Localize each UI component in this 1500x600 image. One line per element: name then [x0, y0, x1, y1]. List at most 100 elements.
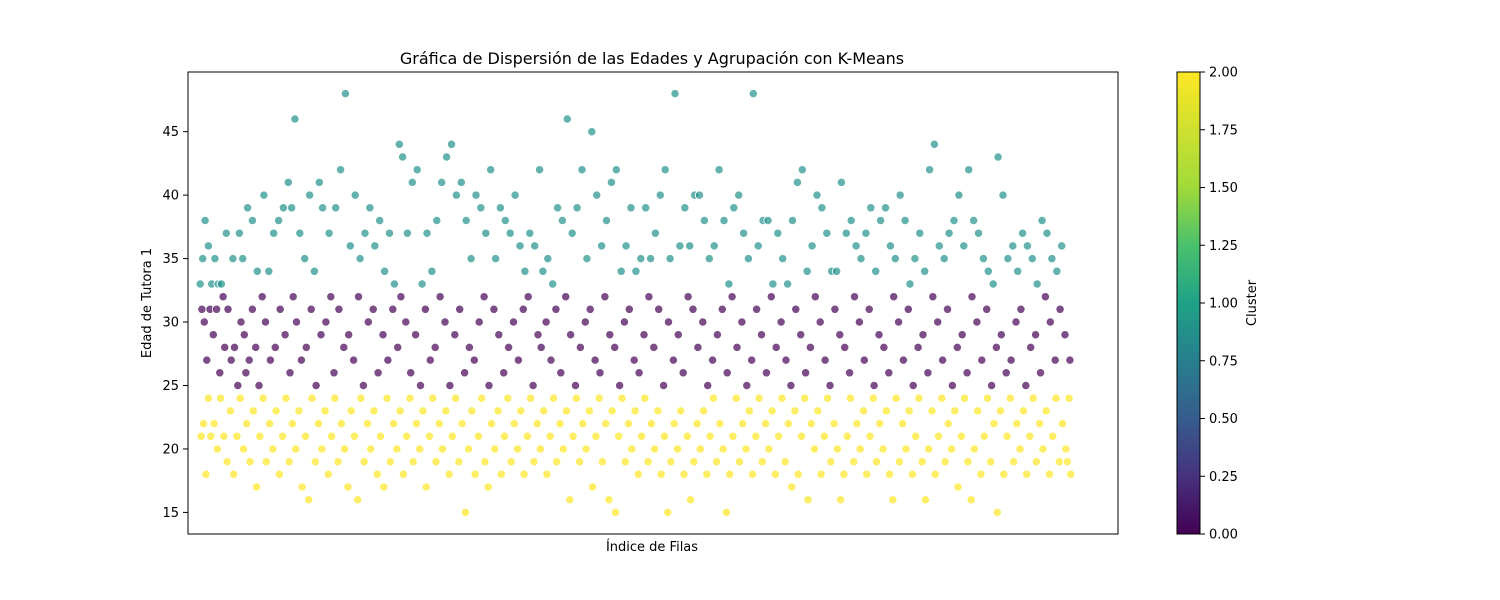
scatter-point-cluster-0 — [991, 342, 1002, 353]
scatter-point-cluster-1 — [412, 165, 422, 175]
scatter-point-cluster-1 — [234, 228, 245, 238]
scatter-point-cluster-2 — [375, 431, 386, 441]
scatter-point-cluster-0 — [796, 330, 806, 340]
scatter-point-cluster-2 — [999, 469, 1009, 479]
scatter-point-cluster-2 — [264, 418, 275, 429]
scatter-point-cluster-2 — [796, 431, 807, 441]
scatter-point-cluster-2 — [649, 444, 660, 454]
scatter-point-cluster-1 — [200, 215, 210, 226]
scatter-point-cluster-2 — [281, 393, 291, 403]
scatter-point-cluster-1 — [836, 177, 847, 188]
scatter-point-cluster-0 — [639, 330, 649, 340]
scatter-point-cluster-1 — [500, 215, 510, 226]
scatter-point-cluster-2 — [431, 457, 441, 467]
scatter-point-cluster-0 — [368, 304, 378, 314]
scatter-point-cluster-2 — [206, 431, 216, 441]
scatter-point-cluster-2 — [457, 418, 467, 429]
scatter-point-cluster-1 — [216, 279, 227, 289]
scatter-point-cluster-2 — [679, 469, 689, 479]
scatter-point-cluster-0 — [339, 342, 349, 353]
scatter-point-cluster-0 — [610, 342, 620, 353]
scatter-point-cluster-1 — [247, 215, 258, 226]
scatter-point-cluster-2 — [741, 444, 751, 454]
scatter-point-cluster-0 — [776, 317, 786, 327]
scatter-point-cluster-0 — [326, 292, 336, 302]
scatter-point-cluster-0 — [835, 330, 845, 340]
scatter-point-cluster-2 — [516, 406, 526, 416]
scatter-point-cluster-2 — [793, 469, 803, 479]
scatter-point-cluster-0 — [1040, 292, 1051, 302]
scatter-point-cluster-2 — [640, 393, 650, 403]
scatter-point-cluster-2 — [862, 469, 872, 479]
scatter-point-cluster-2 — [473, 431, 484, 441]
scatter-point-cluster-0 — [791, 304, 801, 314]
y-tick-label: 40 — [162, 189, 179, 204]
scatter-point-cluster-1 — [822, 228, 832, 238]
scatter-point-cluster-1 — [587, 127, 597, 137]
scatter-point-cluster-1 — [709, 241, 719, 251]
scatter-point-cluster-1 — [880, 203, 891, 213]
scatter-point-cluster-2 — [561, 406, 572, 416]
scatter-point-cluster-0 — [344, 330, 354, 340]
scatter-point-cluster-0 — [410, 330, 421, 340]
scatter-point-cluster-1 — [195, 279, 205, 289]
scatter-point-cluster-0 — [908, 380, 918, 391]
scatter-point-cluster-2 — [591, 431, 601, 441]
scatter-point-cluster-2 — [973, 406, 983, 416]
scatter-point-cluster-1 — [729, 203, 739, 213]
scatter-point-cluster-1 — [314, 177, 324, 188]
scatter-point-cluster-0 — [494, 330, 504, 340]
scatter-point-cluster-0 — [942, 304, 953, 314]
scatter-point-cluster-2 — [627, 444, 637, 454]
scatter-point-cluster-0 — [513, 355, 524, 365]
scatter-point-cluster-1 — [548, 279, 558, 289]
colorbar-tick-label: 0.00 — [1209, 528, 1238, 543]
scatter-point-cluster-0 — [244, 355, 254, 365]
scatter-point-cluster-0 — [202, 355, 212, 365]
scatter-point-cluster-0 — [503, 342, 514, 353]
scatter-point-cluster-2 — [705, 431, 715, 441]
scatter-point-cluster-1 — [446, 139, 457, 149]
scatter-point-cluster-1 — [812, 190, 822, 200]
scatter-point-cluster-2 — [463, 444, 474, 454]
scatter-point-cluster-0 — [288, 292, 298, 302]
scatter-point-cluster-1 — [1027, 253, 1037, 264]
scatter-point-cluster-2 — [255, 431, 265, 441]
scatter-point-cluster-0 — [211, 304, 222, 314]
scatter-point-cluster-0 — [285, 368, 295, 378]
scatter-point-cluster-0 — [241, 368, 251, 378]
scatter-point-cluster-0 — [570, 380, 581, 391]
scatter-point-cluster-1 — [973, 228, 984, 238]
scatter-point-cluster-2 — [343, 482, 353, 492]
scatter-point-cluster-0 — [316, 330, 326, 340]
scatter-point-cluster-0 — [251, 342, 261, 353]
scatter-point-cluster-2 — [656, 469, 666, 479]
scatter-point-cluster-2 — [773, 431, 784, 441]
scatter-point-cluster-2 — [401, 431, 412, 441]
colorbar-axis: 0.00 0.25 0.50 0.75 1.00 1.25 1.50 1.75 2.00 — [1200, 66, 1238, 543]
scatter-point-cluster-1 — [841, 228, 851, 238]
scatter-point-cluster-2 — [238, 444, 249, 454]
scatter-point-cluster-2 — [829, 418, 839, 429]
scatter-point-cluster-2 — [813, 406, 823, 416]
scatter-point-cluster-2 — [441, 406, 451, 416]
y-axis: 15 20 25 30 35 40 45 — [162, 125, 188, 521]
scatter-point-cluster-2 — [943, 418, 953, 429]
scatter-point-cluster-1 — [335, 165, 346, 175]
scatter-point-cluster-0 — [879, 342, 889, 353]
scatter-point-cluster-0 — [840, 342, 850, 353]
scatter-point-cluster-1 — [407, 177, 417, 188]
scatter-point-cluster-2 — [698, 406, 709, 416]
scatter-point-cluster-1 — [792, 177, 803, 188]
scatter-point-cluster-2 — [718, 444, 728, 454]
scatter-point-cluster-1 — [1017, 228, 1028, 238]
scatter-point-cluster-1 — [885, 241, 896, 251]
scatter-point-cluster-0 — [1050, 355, 1060, 365]
scatter-point-cluster-0 — [756, 330, 767, 340]
scatter-point-cluster-1 — [520, 266, 530, 276]
scatter-point-cluster-0 — [546, 355, 556, 365]
scatter-point-cluster-1 — [968, 215, 979, 226]
scatter-point-cluster-1 — [631, 266, 641, 276]
scatter-point-cluster-2 — [1021, 469, 1032, 479]
scatter-point-cluster-2 — [982, 393, 993, 403]
